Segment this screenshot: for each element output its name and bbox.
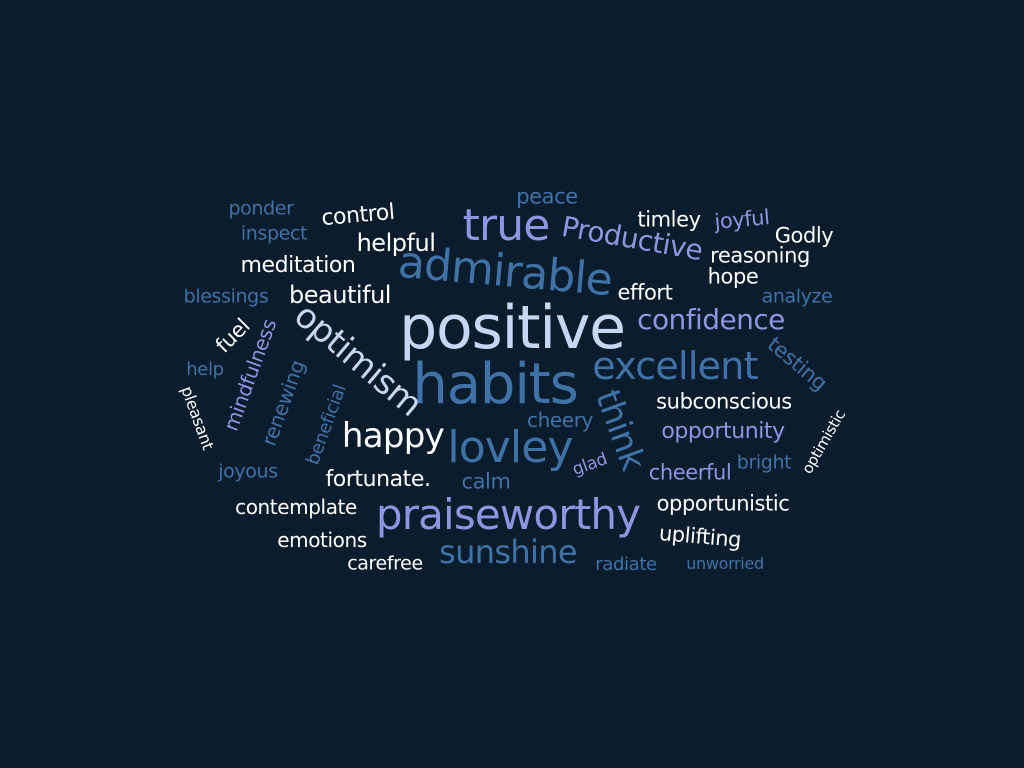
word-uplifting: uplifting xyxy=(658,520,743,553)
word-joyous: joyous xyxy=(218,460,278,483)
word-blessings: blessings xyxy=(183,285,269,308)
word-analyze: analyze xyxy=(761,285,833,308)
word-habits: habits xyxy=(412,352,578,417)
word-carefree: carefree xyxy=(347,552,423,575)
word-opportunistic: opportunistic xyxy=(656,491,790,516)
word-optimistic: optimistic xyxy=(798,406,850,477)
word-meditation: meditation xyxy=(240,253,356,278)
word-bright: bright xyxy=(736,451,792,474)
word-help: help xyxy=(186,359,224,380)
word-unworried: unworried xyxy=(686,554,764,573)
word-contemplate: contemplate xyxy=(235,495,357,519)
word-timley: timley xyxy=(637,207,701,232)
word-cheery: cheery xyxy=(527,408,593,432)
word-sunshine: sunshine xyxy=(439,533,578,571)
word-praiseworthy: praiseworthy xyxy=(375,490,641,539)
word-joyful: joyful xyxy=(713,205,771,234)
word-beautiful: beautiful xyxy=(288,281,392,309)
word-true: true xyxy=(462,200,551,251)
word-happy: happy xyxy=(341,416,445,456)
word-lovley: lovley xyxy=(447,422,573,473)
word-renewing: renewing xyxy=(256,357,310,449)
word-ponder: ponder xyxy=(228,197,294,220)
word-emotions: emotions xyxy=(277,528,367,552)
word-cheerful: cheerful xyxy=(648,460,732,485)
word-effort: effort xyxy=(617,280,673,305)
word-pleasant: pleasant xyxy=(177,383,218,453)
word-peace: peace xyxy=(516,184,578,209)
word-godly: Godly xyxy=(774,223,834,248)
word-calm: calm xyxy=(461,469,511,494)
word-fortunate: fortunate. xyxy=(325,467,431,492)
word-confidence: confidence xyxy=(637,303,785,336)
word-testing: testing xyxy=(762,331,832,396)
word-reasoning: reasoning xyxy=(710,243,810,268)
word-positive: positive xyxy=(399,293,626,363)
word-inspect: inspect xyxy=(240,222,308,245)
word-subconscious: subconscious xyxy=(656,389,792,414)
word-glad: glad xyxy=(569,449,610,480)
word-opportunity: opportunity xyxy=(661,419,785,444)
word-helpful: helpful xyxy=(356,229,436,257)
word-excellent: excellent xyxy=(592,344,758,388)
word-radiate: radiate xyxy=(595,554,657,575)
word-control: control xyxy=(320,199,396,232)
word-hope: hope xyxy=(707,264,759,289)
